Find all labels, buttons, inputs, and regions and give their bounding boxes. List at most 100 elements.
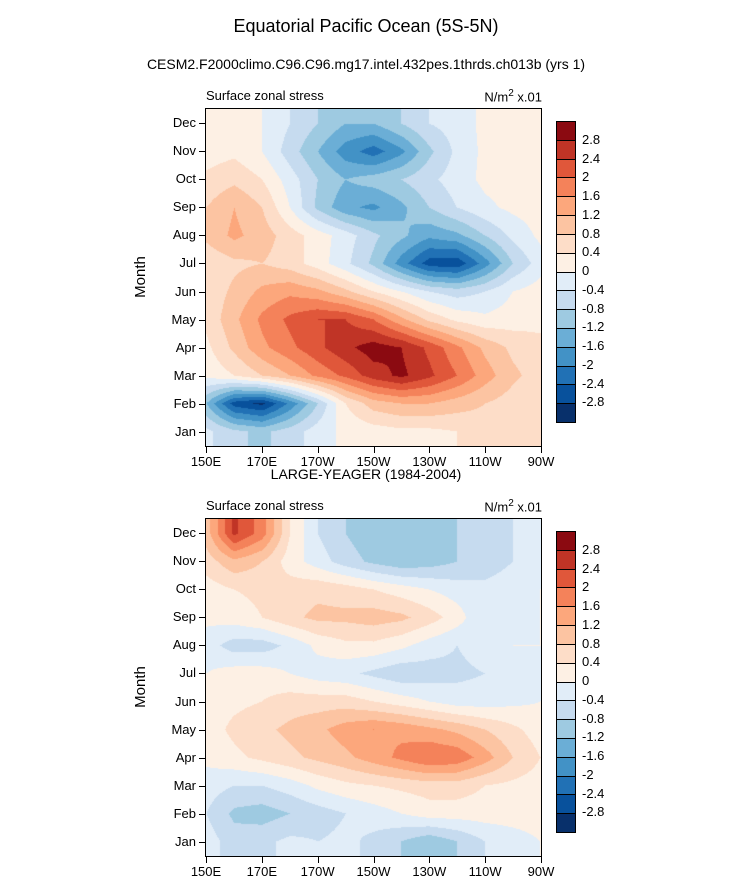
colorbar-label: 0 xyxy=(582,673,590,688)
y-tick-label: Mar xyxy=(173,777,196,793)
x-tick xyxy=(373,857,375,863)
y-tick-label: Jan xyxy=(175,423,196,439)
x-tick-label: 90W xyxy=(527,864,555,879)
colorbar-segment xyxy=(557,663,575,683)
y-tick xyxy=(199,701,205,703)
stress-heatmap-canvas xyxy=(206,519,541,856)
colorbar-label: -2.4 xyxy=(582,785,605,801)
colorbar-label: 0.4 xyxy=(582,654,601,670)
colorbar-segment xyxy=(557,234,575,254)
colorbar-label: 0 xyxy=(582,263,590,278)
panel-large-yeager: Surface zonal stress N/m2 x.01 Month Dec… xyxy=(0,498,732,881)
x-tick xyxy=(206,447,207,453)
y-tick xyxy=(199,617,205,619)
x-tick xyxy=(317,447,319,453)
x-tick-label: 90W xyxy=(527,454,555,469)
colorbar-label: 1.2 xyxy=(582,616,601,632)
y-tick-label: Aug xyxy=(172,637,196,653)
units-base: N/m xyxy=(484,499,509,515)
y-tick-label: Apr xyxy=(175,339,196,355)
colorbar-segment xyxy=(557,347,575,367)
y-tick xyxy=(199,785,205,787)
x-tick xyxy=(206,857,207,863)
y-tick xyxy=(199,561,205,563)
y-tick-label: Nov xyxy=(172,553,196,569)
y-tick xyxy=(199,179,205,181)
x-tick-label: 170W xyxy=(300,864,335,879)
y-tick-label: Feb xyxy=(173,805,196,821)
colorbar-segment xyxy=(557,532,575,551)
y-tick xyxy=(199,403,205,405)
colorbar-segment xyxy=(557,795,575,815)
y-axis-title: Month xyxy=(132,666,149,708)
colorbar-label: 0.8 xyxy=(582,635,601,651)
x-tick-label: 150E xyxy=(190,454,222,469)
colorbar-label: -1.6 xyxy=(582,338,605,353)
colorbar-label: -2.8 xyxy=(582,804,605,820)
colorbar-segment xyxy=(557,776,575,796)
colorbar-segment xyxy=(557,626,575,645)
colorbar-segment xyxy=(557,291,575,311)
page-title: Equatorial Pacific Ocean (5S-5N) xyxy=(233,16,499,36)
y-tick xyxy=(199,589,205,591)
colorbar-label: 2.4 xyxy=(582,560,601,576)
colorbar-label: 0.8 xyxy=(582,225,601,241)
colorbar-label: 2 xyxy=(582,169,590,185)
y-tick-label: Oct xyxy=(175,581,196,597)
colorbar-segment xyxy=(557,272,575,292)
x-tick-label: 170W xyxy=(300,454,335,469)
y-tick-label: Sep xyxy=(172,199,196,215)
y-tick xyxy=(199,645,205,647)
y-tick-label: Mar xyxy=(173,367,196,383)
colorbar-segment xyxy=(557,569,575,589)
colorbar-segment xyxy=(557,253,575,273)
colorbar-segment xyxy=(557,757,575,777)
y-tick-label: Feb xyxy=(173,395,196,411)
y-tick-label: May xyxy=(171,311,196,327)
obs-dataset-title: LARGE-YEAGER (1984-2004) xyxy=(270,466,462,482)
x-tick-label: 130W xyxy=(412,454,447,469)
units-base: N/m xyxy=(484,89,509,105)
y-tick-label: Jul xyxy=(179,255,196,271)
y-tick-label: Dec xyxy=(172,115,196,131)
x-tick xyxy=(373,447,375,453)
y-tick xyxy=(199,813,205,815)
plot-area xyxy=(205,518,542,857)
y-tick xyxy=(199,533,205,535)
x-tick-label: 110W xyxy=(468,454,502,469)
colorbar-label: 2.4 xyxy=(582,150,601,166)
colorbar-segment xyxy=(557,366,575,386)
x-tick-label: 150W xyxy=(356,454,391,469)
page-subtitle: CESM2.F2000climo.C96.C96.mg17.intel.432p… xyxy=(146,56,586,72)
x-tick xyxy=(317,857,319,863)
panel-units: N/m2 x.01 xyxy=(342,88,542,104)
y-tick-label: May xyxy=(171,721,196,737)
panel-title: Surface zonal stress xyxy=(206,88,324,103)
y-tick xyxy=(199,291,205,293)
colorbar-label: -2.4 xyxy=(582,375,605,391)
y-tick-label: Oct xyxy=(175,171,196,187)
colorbar-label: -0.4 xyxy=(582,691,605,707)
x-tick-label: 150W xyxy=(356,864,391,879)
colorbar-segment xyxy=(557,122,575,141)
units-sup: 2 xyxy=(508,88,514,99)
x-tick xyxy=(485,447,487,453)
colorbar-segment xyxy=(557,310,575,329)
colorbar-label: 0.4 xyxy=(582,244,601,260)
colorbar-segment xyxy=(557,159,575,179)
colorbar-segment xyxy=(557,701,575,721)
stress-heatmap-canvas xyxy=(206,109,541,446)
units-sup: 2 xyxy=(508,498,514,509)
y-tick-label: Jun xyxy=(175,693,196,709)
y-tick xyxy=(199,841,205,843)
colorbar-segment xyxy=(557,550,575,570)
y-tick-label: Apr xyxy=(175,749,196,765)
colorbar-segment xyxy=(557,178,575,198)
colorbar-segment xyxy=(557,385,575,405)
colorbar-label: -1.2 xyxy=(582,729,605,745)
y-tick-label: Nov xyxy=(172,143,196,159)
colorbar-segment xyxy=(557,404,575,422)
colorbar-segment xyxy=(557,328,575,348)
y-tick xyxy=(199,319,205,321)
x-tick-label: 170E xyxy=(246,454,278,469)
